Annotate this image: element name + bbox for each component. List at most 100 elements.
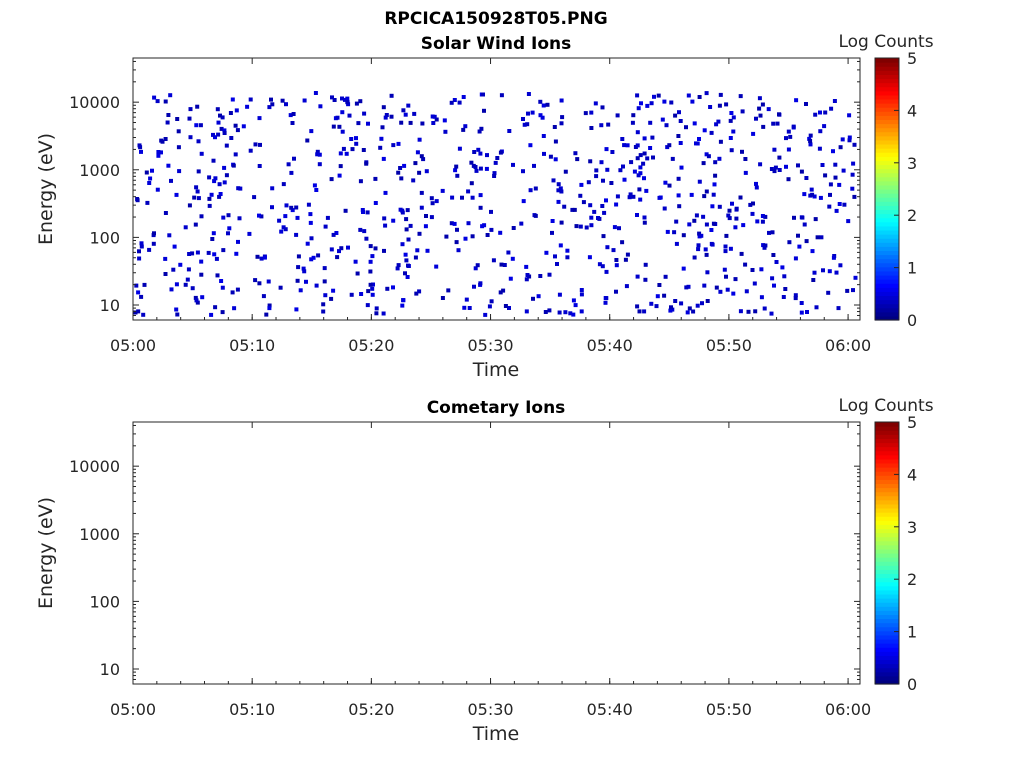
heatmap-cell [136, 290, 141, 295]
heatmap-cell [769, 311, 774, 316]
heatmap-cell [847, 138, 852, 143]
heatmap-cell [148, 176, 153, 181]
heatmap-cell [637, 187, 642, 192]
heatmap-cell [216, 132, 221, 137]
heatmap-cell [571, 312, 576, 317]
heatmap-cell [829, 106, 834, 111]
heatmap-cell [622, 143, 627, 148]
heatmap-cell [383, 223, 388, 228]
colorbar-segment [875, 209, 899, 215]
heatmap-cell [475, 263, 480, 268]
colorbar-segment [875, 520, 899, 525]
heatmap-cell [284, 203, 289, 208]
heatmap-cell [579, 309, 584, 314]
heatmap-cell [772, 283, 776, 288]
heatmap-cell [419, 154, 424, 159]
heatmap-cell [417, 170, 422, 175]
heatmap-cell [415, 150, 420, 155]
heatmap-cell [452, 221, 457, 226]
heatmap-cell [194, 185, 199, 190]
heatmap-cell [199, 151, 204, 156]
heatmap-cell [429, 215, 434, 220]
heatmap-cell [754, 181, 758, 186]
heatmap-cell [498, 150, 503, 155]
heatmap-cell [163, 99, 168, 104]
heatmap-cell [194, 123, 199, 128]
heatmap-cell [471, 163, 476, 168]
heatmap-cell [199, 272, 204, 277]
heatmap-cell [366, 121, 370, 126]
heatmap-cell [463, 236, 468, 241]
heatmap-cell [786, 147, 791, 152]
heatmap-cell [624, 284, 629, 289]
colorbar-segment [875, 561, 899, 566]
heatmap-cell [562, 204, 567, 209]
heatmap-cell [479, 126, 484, 131]
heatmap-cell [695, 303, 700, 308]
heatmap-cell [257, 164, 262, 168]
heatmap-cell [727, 216, 732, 221]
heatmap-cell [757, 96, 762, 101]
heatmap-cell [440, 188, 445, 193]
heatmap-cell [466, 189, 471, 194]
heatmap-cell [331, 232, 336, 237]
heatmap-cell [575, 157, 580, 162]
heatmap-cell [406, 237, 411, 242]
heatmap-cell [257, 213, 261, 218]
heatmap-cell [478, 151, 483, 156]
heatmap-cell [396, 263, 401, 268]
heatmap-cell [211, 132, 215, 137]
heatmap-cell [652, 94, 656, 99]
heatmap-cell [521, 199, 526, 204]
heatmap-cell [420, 121, 425, 126]
heatmap-cell [669, 305, 673, 310]
heatmap-cell [705, 299, 710, 303]
heatmap-cell [401, 298, 406, 303]
heatmap-cell [301, 266, 306, 271]
heatmap-cell [704, 189, 709, 194]
heatmap-cell [635, 274, 640, 279]
heatmap-cell [759, 267, 764, 272]
heatmap-cell [533, 186, 538, 191]
heatmap-cell [195, 189, 200, 194]
heatmap-cell [156, 150, 161, 154]
heatmap-cell [817, 146, 822, 151]
heatmap-cell [309, 257, 314, 262]
colorbar-segment [875, 180, 899, 186]
colorbar-segment [875, 250, 899, 256]
colorbar-label: Log Counts [838, 32, 933, 52]
heatmap-cell [478, 281, 483, 286]
heatmap-cell [349, 292, 354, 297]
heatmap-cell [325, 215, 330, 220]
heatmap-cell [750, 268, 755, 272]
heatmap-cell [456, 248, 461, 253]
heatmap-cell [267, 303, 272, 308]
colorbar-segment [875, 139, 899, 145]
heatmap-cell [455, 173, 460, 178]
heatmap-cell [560, 115, 565, 120]
panel-title: Solar Wind Ions [421, 34, 572, 54]
heatmap-cell [417, 231, 422, 236]
heatmap-cell [847, 135, 852, 140]
heatmap-cell [280, 98, 285, 103]
heatmap-cell [713, 160, 718, 165]
heatmap-cell [356, 121, 361, 126]
colorbar-segment [875, 618, 899, 624]
heatmap-cell [740, 109, 745, 114]
colorbar-segment [875, 86, 899, 92]
heatmap-cell [382, 248, 386, 253]
heatmap-cell [305, 241, 310, 246]
heatmap-cell [521, 169, 525, 174]
heatmap-cell [538, 99, 543, 104]
heatmap-cell [279, 229, 284, 234]
colorbar-segment [875, 512, 899, 517]
heatmap-cell [417, 137, 422, 142]
colorbar-segment [875, 193, 899, 198]
heatmap-cell [636, 106, 641, 111]
heatmap-cell [321, 309, 326, 314]
heatmap-cell [827, 269, 832, 274]
x-tick-label: 05:40 [587, 336, 633, 355]
heatmap-cell [365, 303, 370, 308]
heatmap-cell [382, 216, 387, 221]
